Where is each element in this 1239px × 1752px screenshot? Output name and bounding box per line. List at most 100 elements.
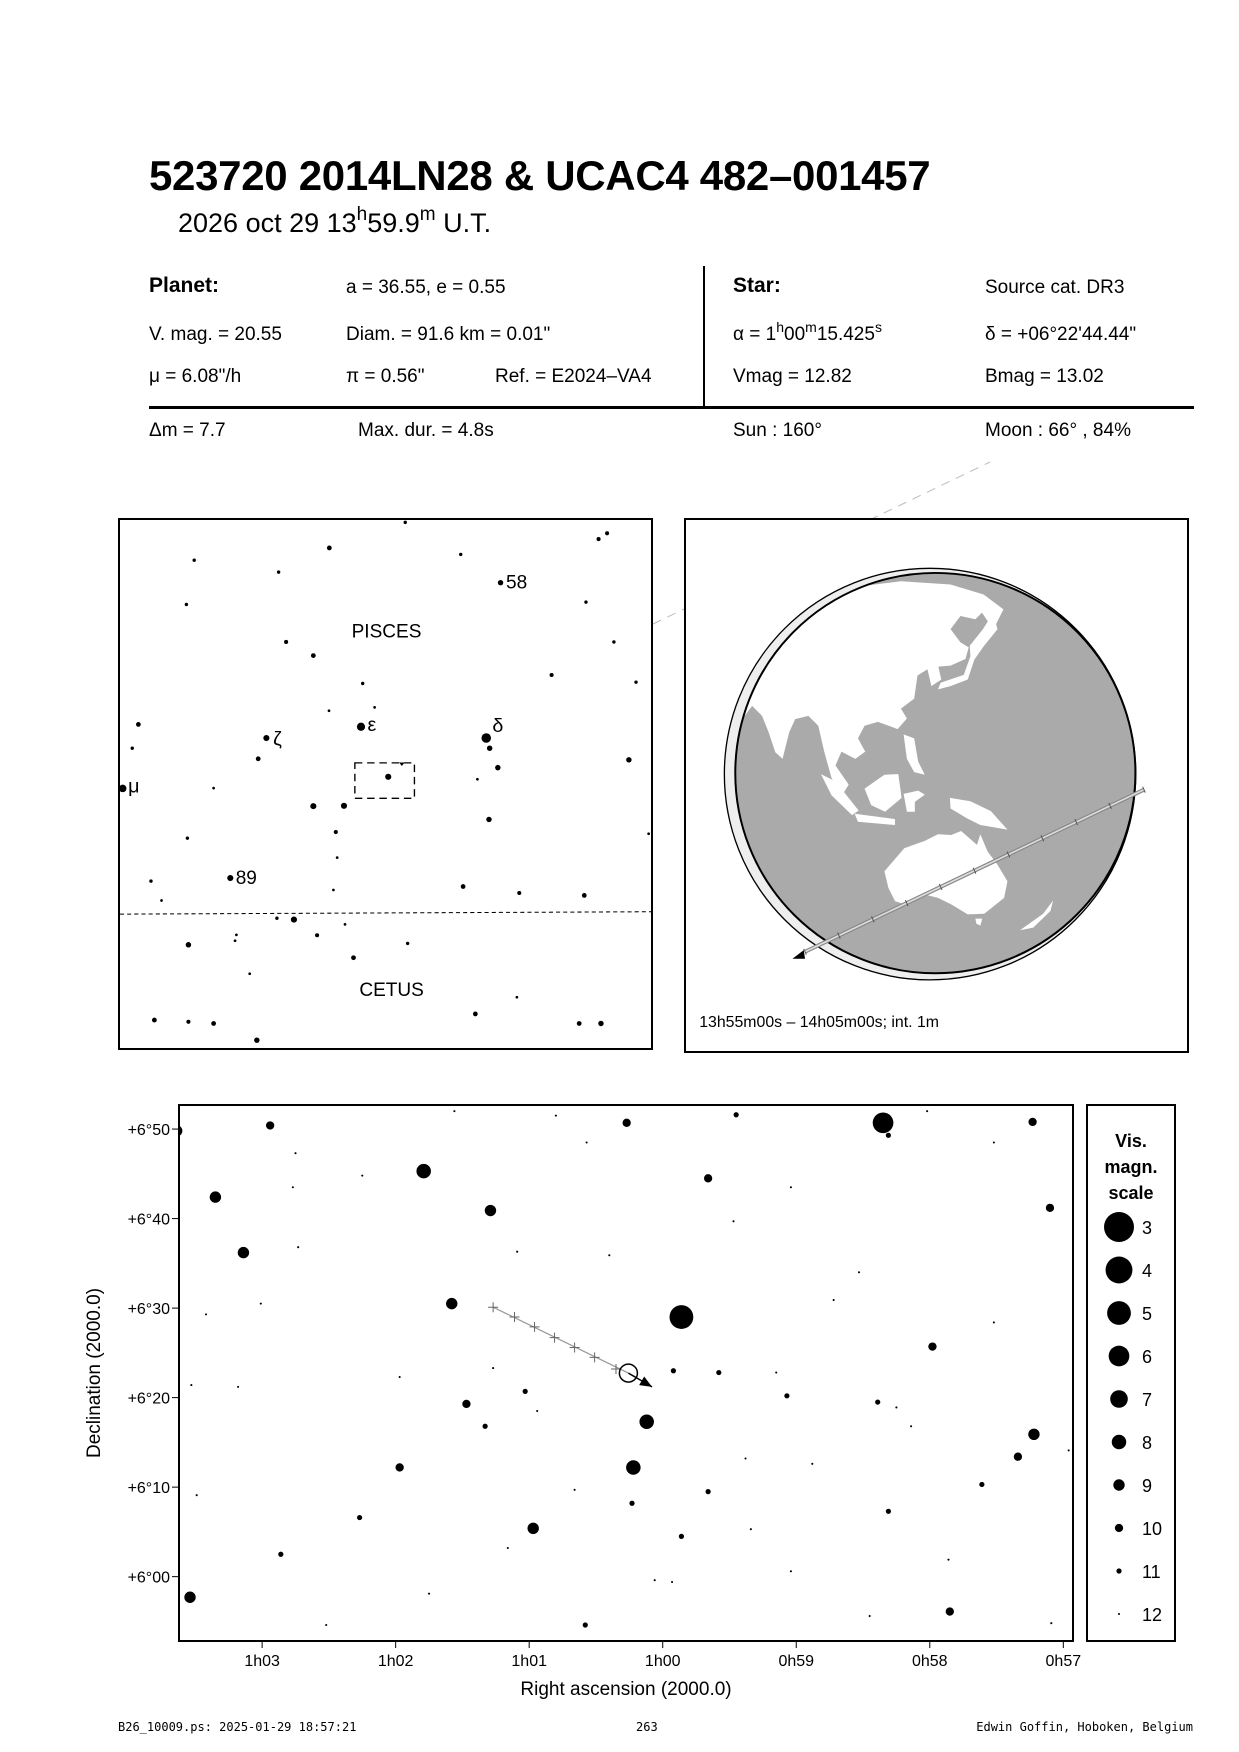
chart-star bbox=[608, 1254, 611, 1257]
table-divider-vertical bbox=[703, 266, 705, 407]
finder-star bbox=[130, 746, 134, 750]
chart-star bbox=[885, 1508, 891, 1514]
finder-star bbox=[472, 1011, 478, 1017]
sun-elongation: Sun : 160° bbox=[733, 420, 822, 441]
finder-star bbox=[275, 916, 279, 920]
chart-star bbox=[1028, 1428, 1040, 1441]
finder-star bbox=[459, 552, 463, 557]
finder-star bbox=[356, 722, 366, 731]
chart-star bbox=[716, 1369, 722, 1376]
chart-star bbox=[427, 1592, 431, 1595]
chart-star bbox=[484, 1204, 497, 1217]
finder-star bbox=[612, 640, 616, 644]
y-tick-label: +6°50 bbox=[128, 1122, 171, 1139]
chart-star bbox=[259, 1302, 262, 1305]
finder-star bbox=[343, 922, 347, 926]
finder-chart-svg: PISCES CETUS 58 ε δ ζ μ 89 bbox=[118, 520, 652, 1043]
time-tick bbox=[1108, 802, 1112, 810]
x-tick-label: 1h03 bbox=[244, 1653, 280, 1670]
finder-star bbox=[486, 816, 492, 823]
finder-star bbox=[576, 1021, 582, 1026]
legend-dot bbox=[1104, 1212, 1134, 1242]
chart-star bbox=[398, 1375, 401, 1379]
finder-star bbox=[135, 722, 141, 727]
path-time-mark bbox=[569, 1342, 580, 1353]
legend-dot bbox=[1113, 1479, 1125, 1491]
finder-star bbox=[327, 709, 331, 713]
chart-field-rectangle bbox=[354, 762, 416, 799]
finder-star bbox=[497, 579, 504, 586]
finder-star bbox=[310, 803, 317, 810]
chart-star bbox=[536, 1409, 539, 1413]
legend-dot bbox=[1105, 1256, 1133, 1284]
legend-magnitude-label: 11 bbox=[1142, 1562, 1161, 1582]
legend-magnitude-label: 7 bbox=[1142, 1390, 1152, 1410]
chart-star bbox=[945, 1607, 954, 1616]
time-tick bbox=[1074, 818, 1078, 826]
chart-star bbox=[204, 1313, 208, 1316]
time-ticks bbox=[803, 786, 1146, 955]
finder-star bbox=[149, 879, 153, 883]
finder-star bbox=[495, 764, 501, 771]
chart-star bbox=[784, 1393, 790, 1399]
ra-min: 00 bbox=[784, 324, 806, 345]
footer-author: Edwin Goffin, Hoboken, Belgium bbox=[976, 1720, 1193, 1734]
constellation-cetus: CETUS bbox=[359, 980, 424, 1001]
land-new-guinea bbox=[949, 797, 1008, 830]
chart-star bbox=[1067, 1449, 1070, 1452]
planet-parallax: π = 0.56" bbox=[346, 366, 425, 387]
chart-star bbox=[910, 1425, 913, 1428]
legend-dot bbox=[1117, 1612, 1121, 1616]
chart-star bbox=[585, 1141, 588, 1144]
y-tick-label: +6°00 bbox=[128, 1570, 171, 1587]
earth-map: 13h55m00s – 14h05m00s; int. 1m bbox=[684, 518, 1189, 1053]
chart-star bbox=[1050, 1622, 1053, 1625]
chart-star bbox=[237, 1246, 250, 1259]
chart-star bbox=[209, 1191, 222, 1203]
max-duration: Max. dur. = 4.8s bbox=[358, 420, 494, 441]
chart-star bbox=[416, 1163, 431, 1179]
star-source-catalog: Source cat. DR3 bbox=[985, 277, 1125, 298]
constellation-pisces: PISCES bbox=[352, 622, 422, 643]
finder-star bbox=[227, 874, 234, 882]
star-vmag: Vmag = 12.82 bbox=[733, 366, 852, 387]
star-bmag: Bmag = 13.02 bbox=[985, 366, 1104, 387]
sky-chart-frame bbox=[178, 1104, 1074, 1642]
legend-magnitude-label: 12 bbox=[1142, 1605, 1162, 1625]
target-star-circle bbox=[618, 1363, 639, 1383]
x-tick-label: 1h00 bbox=[645, 1653, 681, 1670]
chart-star bbox=[278, 1551, 284, 1557]
hour-unit: h bbox=[356, 204, 368, 225]
finder-star bbox=[263, 734, 270, 742]
finder-star bbox=[185, 836, 190, 840]
footer-page-number: 263 bbox=[636, 1720, 658, 1734]
land-australia bbox=[884, 830, 1008, 915]
ra-m-unit: m bbox=[805, 319, 817, 335]
y-tick-label: +6°30 bbox=[128, 1301, 171, 1318]
chart-star bbox=[857, 1271, 861, 1274]
finder-star bbox=[118, 784, 127, 793]
finder-star bbox=[335, 856, 339, 859]
chart-star bbox=[492, 1367, 495, 1370]
chart-star bbox=[733, 1112, 739, 1118]
chart-star bbox=[294, 1152, 297, 1155]
legend-title: Vis. bbox=[1115, 1131, 1147, 1151]
finder-star bbox=[351, 955, 356, 961]
chart-star bbox=[979, 1481, 985, 1488]
y-tick-label: +6°40 bbox=[128, 1212, 171, 1229]
ra-prefix: α = 1 bbox=[733, 324, 777, 345]
planet-motion: μ = 6.08"/h bbox=[149, 366, 242, 387]
x-tick-label: 1h02 bbox=[378, 1653, 414, 1670]
legend-magnitude-label: 10 bbox=[1142, 1519, 1162, 1539]
land-new-zealand bbox=[1020, 900, 1054, 931]
finder-star bbox=[333, 829, 338, 835]
land-borneo bbox=[864, 774, 902, 812]
finder-star bbox=[515, 995, 519, 999]
chart-star bbox=[179, 1125, 183, 1137]
chart-star bbox=[669, 1305, 694, 1329]
chart-star bbox=[992, 1321, 995, 1324]
legend-dot bbox=[1114, 1523, 1124, 1533]
finder-star bbox=[276, 570, 281, 574]
